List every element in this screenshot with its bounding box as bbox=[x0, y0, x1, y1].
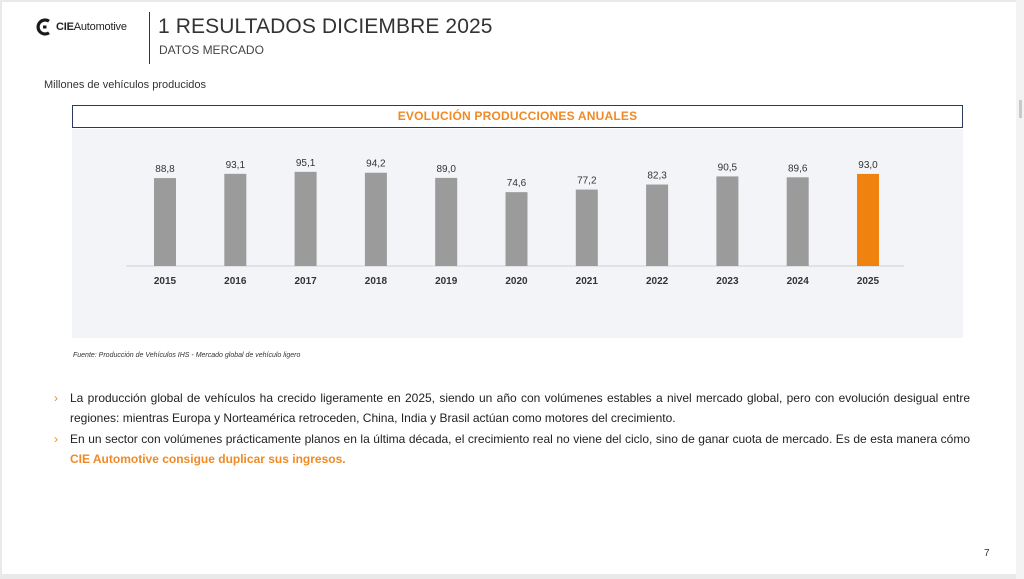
x-tick-2024: 2024 bbox=[787, 276, 810, 287]
data-label-2016: 93,1 bbox=[226, 160, 246, 171]
page-title: 1 RESULTADOS DICIEMBRE 2025 bbox=[158, 15, 493, 38]
x-tick-2021: 2021 bbox=[576, 276, 599, 287]
data-label-2019: 89,0 bbox=[436, 164, 456, 175]
chevron-right-icon: › bbox=[54, 391, 58, 405]
page-number: 7 bbox=[984, 548, 990, 559]
bar-2020 bbox=[505, 192, 528, 266]
data-label-2018: 94,2 bbox=[366, 159, 386, 170]
chart-title: EVOLUCIÓN PRODUCCIONES ANUALES bbox=[72, 105, 963, 128]
units-label: Millones de vehículos producidos bbox=[44, 79, 207, 91]
x-tick-2020: 2020 bbox=[505, 276, 528, 287]
header-divider bbox=[149, 12, 150, 64]
page-subtitle: DATOS MERCADO bbox=[159, 43, 264, 57]
chart-source-note: Fuente: Producción de Vehículos IHS - Me… bbox=[73, 352, 301, 359]
bar-2022 bbox=[646, 184, 669, 266]
x-tick-2025: 2025 bbox=[857, 276, 880, 287]
data-label-2024: 89,6 bbox=[788, 163, 808, 174]
data-label-2022: 82,3 bbox=[647, 171, 667, 182]
company-logo: CIEAutomotive bbox=[36, 18, 127, 36]
x-tick-2022: 2022 bbox=[646, 276, 669, 287]
bar-2023 bbox=[716, 176, 739, 266]
logo-text-bold: CIE bbox=[56, 21, 74, 33]
data-label-2017: 95,1 bbox=[296, 158, 316, 169]
logo-text-light: Automotive bbox=[73, 21, 127, 33]
scrollbar-track[interactable] bbox=[1016, 0, 1024, 579]
x-tick-2015: 2015 bbox=[154, 276, 177, 287]
bar-chart: 88,8 2015 93,1 2016 95,1 2017 94,2 2018 89,0 2019… bbox=[126, 158, 904, 287]
bullet-list: › La producción global de vehículos ha c… bbox=[54, 388, 970, 470]
bar-2015 bbox=[154, 178, 176, 266]
data-label-2021: 77,2 bbox=[577, 176, 597, 187]
bar-2019 bbox=[435, 177, 458, 266]
data-label-2025: 93,0 bbox=[858, 160, 878, 171]
bullet-item-1: › La producción global de vehículos ha c… bbox=[54, 388, 970, 428]
bar-2018 bbox=[364, 172, 387, 266]
slide: CIEAutomotive 1 RESULTADOS DICIEMBRE 202… bbox=[2, 2, 1016, 574]
x-tick-2017: 2017 bbox=[294, 276, 317, 287]
x-tick-2019: 2019 bbox=[435, 276, 458, 287]
bar-2025 bbox=[857, 173, 879, 266]
logo-text: CIEAutomotive bbox=[56, 21, 127, 33]
data-label-2020: 74,6 bbox=[507, 178, 527, 189]
bar-2021 bbox=[575, 189, 598, 266]
scrollbar-thumb[interactable] bbox=[1019, 100, 1022, 118]
bullet-highlight-2: CIE Automotive consigue duplicar sus ing… bbox=[70, 452, 346, 466]
chevron-right-icon: › bbox=[54, 432, 58, 446]
data-label-2023: 90,5 bbox=[718, 162, 738, 173]
x-tick-2016: 2016 bbox=[224, 276, 247, 287]
bar-2016 bbox=[224, 173, 247, 266]
bullet-text-1: La producción global de vehículos ha cre… bbox=[70, 391, 970, 425]
cie-logo-icon bbox=[36, 18, 50, 36]
x-tick-2023: 2023 bbox=[716, 276, 739, 287]
x-tick-2018: 2018 bbox=[365, 276, 388, 287]
bar-2017 bbox=[294, 171, 317, 266]
bullet-text-2: En un sector con volúmenes prácticamente… bbox=[70, 432, 970, 446]
bar-2024 bbox=[786, 177, 809, 266]
data-label-2015: 88,8 bbox=[155, 164, 175, 175]
bullet-item-2: › En un sector con volúmenes prácticamen… bbox=[54, 429, 970, 469]
